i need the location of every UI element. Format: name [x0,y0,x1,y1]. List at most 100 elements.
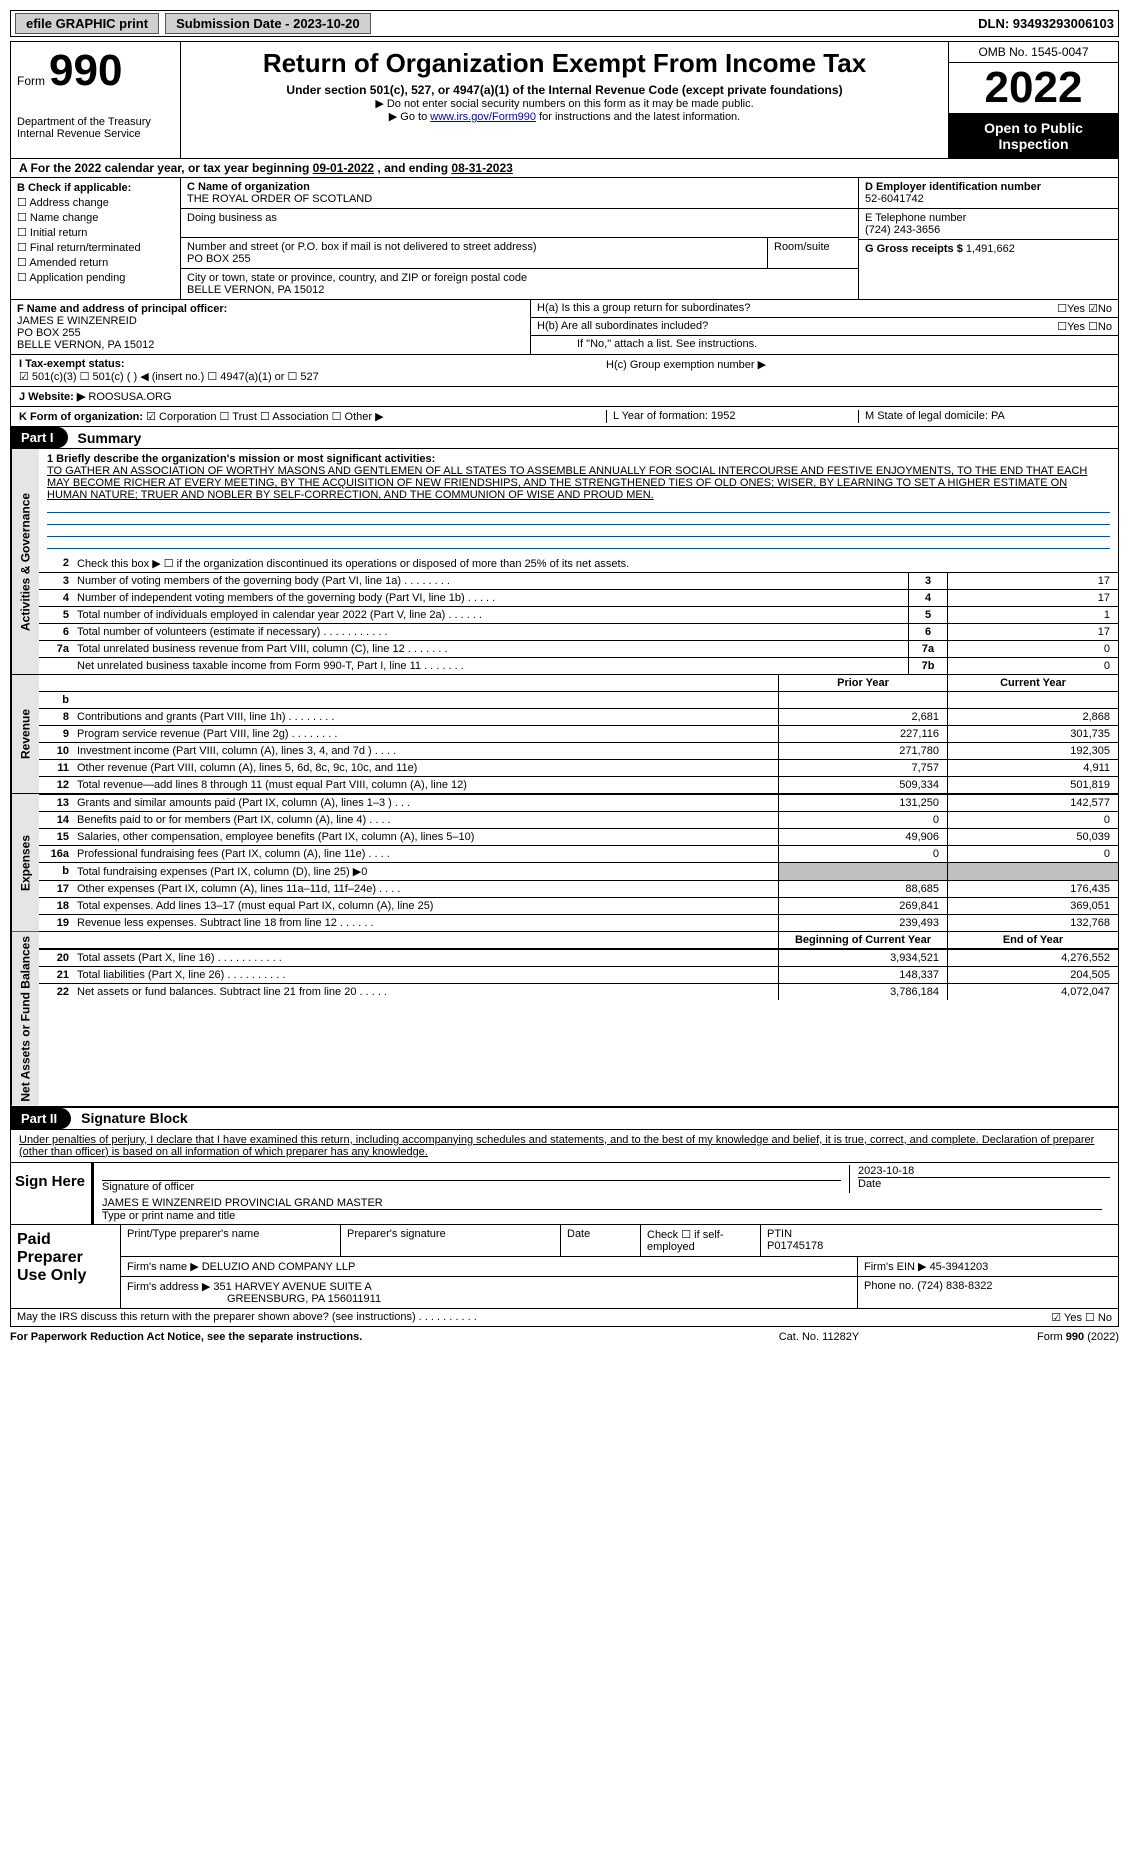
chk-final-return[interactable]: Final return/terminated [17,241,174,254]
data-row: b [39,692,1118,708]
form-subtitle: Under section 501(c), 527, or 4947(a)(1)… [189,83,940,97]
data-row: 13Grants and similar amounts paid (Part … [39,794,1118,811]
form-header: Form 990 Department of the Treasury Inte… [11,42,1118,159]
phone-label: E Telephone number [865,212,1112,224]
form-number: 990 [49,46,122,96]
officer-name: JAMES E WINZENREID PROVINCIAL GRAND MAST… [102,1197,1102,1209]
org-form-opts[interactable]: ☑ Corporation ☐ Trust ☐ Association ☐ Ot… [143,411,384,423]
form-990-container: Form 990 Department of the Treasury Inte… [10,41,1119,1327]
gov-row: 2Check this box ▶ ☐ if the organization … [39,555,1118,572]
group-return-block: H(a) Is this a group return for subordin… [531,300,1118,354]
sig-officer-label: Signature of officer [102,1181,841,1193]
vtab-expenses: Expenses [11,794,39,931]
chk-initial-return[interactable]: Initial return [17,226,174,239]
data-row: 17Other expenses (Part IX, column (A), l… [39,880,1118,897]
chk-address-change[interactable]: Address change [17,196,174,209]
vtab-net-assets: Net Assets or Fund Balances [11,932,39,1106]
form-title: Return of Organization Exempt From Incom… [189,48,940,79]
data-row: 22Net assets or fund balances. Subtract … [39,983,1118,1000]
gov-row: 4Number of independent voting members of… [39,589,1118,606]
data-row: 18Total expenses. Add lines 13–17 (must … [39,897,1118,914]
prep-h-self[interactable]: Check ☐ if self-employed [641,1225,761,1256]
chk-amended-return[interactable]: Amended return [17,256,174,269]
prep-h-date: Date [561,1225,641,1256]
ha-yn[interactable]: ☐Yes ☑No [962,302,1112,315]
irs-link[interactable]: www.irs.gov/Form990 [430,111,536,123]
ein-label: D Employer identification number [865,181,1112,193]
column-b-checkboxes: B Check if applicable: Address change Na… [11,178,181,299]
topbar: efile GRAPHIC print Submission Date - 20… [10,10,1119,37]
current-year-head: Current Year [948,675,1118,691]
header-right: OMB No. 1545-0047 2022 Open to Public In… [948,42,1118,158]
website-value[interactable]: ROOSUSA.ORG [88,391,171,403]
org-name: THE ROYAL ORDER OF SCOTLAND [187,193,852,205]
street-value: PO BOX 255 [187,253,761,265]
principal-officer: F Name and address of principal officer:… [11,300,531,354]
city-label: City or town, state or province, country… [187,272,852,284]
line-j: J Website: ▶ ROOSUSA.ORG [11,387,1118,406]
hb-yn[interactable]: ☐Yes ☐No [962,320,1112,333]
gov-row: 3Number of voting members of the governi… [39,572,1118,589]
sig-date-label: Date [858,1178,1110,1190]
prep-h-name: Print/Type preparer's name [121,1225,341,1256]
data-row: 20Total assets (Part X, line 16) . . . .… [39,949,1118,966]
data-row: 14Benefits paid to or for members (Part … [39,811,1118,828]
part-i-header: Part I Summary [11,426,1118,449]
firm-address: Firm's address ▶ 351 HARVEY AVENUE SUITE… [121,1277,858,1308]
sig-date: 2023-10-18 [858,1165,1110,1177]
ein-value: 52-6041742 [865,193,1112,205]
dba-label: Doing business as [187,212,852,224]
form-label: Form [17,74,45,88]
gov-row: Net unrelated business taxable income fr… [39,657,1118,674]
phone-value: (724) 243-3656 [865,224,1112,236]
data-row: 15Salaries, other compensation, employee… [39,828,1118,845]
gov-row: 7aTotal unrelated business revenue from … [39,640,1118,657]
page-footer: For Paperwork Reduction Act Notice, see … [10,1327,1119,1343]
gross-label: G Gross receipts $ [865,243,966,255]
city-value: BELLE VERNON, PA 15012 [187,284,852,296]
sign-here-label: Sign Here [11,1163,91,1224]
tax-exempt-opts[interactable]: ☑ 501(c)(3) ☐ 501(c) ( ) ◀ (insert no.) … [19,371,319,383]
data-row: 10Investment income (Part VIII, column (… [39,742,1118,759]
firm-ein: Firm's EIN ▶ 45-3941203 [858,1257,1118,1276]
tax-year: 2022 [949,63,1118,114]
submission-date: Submission Date - 2023-10-20 [165,13,371,34]
firm-phone: Phone no. (724) 838-8322 [858,1277,1118,1308]
mission-block: 1 Briefly describe the organization's mi… [39,449,1118,501]
data-row: 12Total revenue—add lines 8 through 11 (… [39,776,1118,793]
line-i: I Tax-exempt status: ☑ 501(c)(3) ☐ 501(c… [11,355,598,386]
data-row: bTotal fundraising expenses (Part IX, co… [39,862,1118,880]
officer-name-label: Type or print name and title [102,1210,1102,1222]
gross-value: 1,491,662 [966,243,1015,255]
data-row: 21Total liabilities (Part X, line 26) . … [39,966,1118,983]
line-l: L Year of formation: 1952 [606,410,858,423]
may-irs-yn[interactable]: ☑ Yes ☐ No [1051,1311,1112,1324]
prep-h-sig: Preparer's signature [341,1225,561,1256]
dln-label: DLN: 93493293006103 [978,16,1114,31]
org-name-label: C Name of organization [187,181,852,193]
firm-name: Firm's name ▶ DELUZIO AND COMPANY LLP [121,1257,858,1276]
data-row: 9Program service revenue (Part VIII, lin… [39,725,1118,742]
chk-application-pending[interactable]: Application pending [17,271,174,284]
begin-year-head: Beginning of Current Year [778,932,948,948]
end-year-head: End of Year [948,932,1118,948]
data-row: 8Contributions and grants (Part VIII, li… [39,708,1118,725]
part-ii-header: Part II Signature Block [11,1107,1118,1130]
col-b-head: B Check if applicable: [17,182,174,194]
prep-ptin: PTIN P01745178 [761,1225,1118,1256]
header-left: Form 990 Department of the Treasury Inte… [11,42,181,158]
omb-number: OMB No. 1545-0047 [949,42,1118,63]
chk-name-change[interactable]: Name change [17,211,174,224]
may-irs-text: May the IRS discuss this return with the… [17,1311,1051,1324]
data-row: 16aProfessional fundraising fees (Part I… [39,845,1118,862]
penalties-text: Under penalties of perjury, I declare th… [11,1130,1118,1162]
line-k: K Form of organization: ☑ Corporation ☐ … [11,407,598,426]
data-row: 19Revenue less expenses. Subtract line 1… [39,914,1118,931]
line-a: A For the 2022 calendar year, or tax yea… [11,159,1118,177]
efile-button[interactable]: efile GRAPHIC print [15,13,159,34]
line-m: M State of legal domicile: PA [858,410,1110,423]
column-c: C Name of organization THE ROYAL ORDER O… [181,178,858,299]
street-label: Number and street (or P.O. box if mail i… [187,241,761,253]
goto-note: Go to www.irs.gov/Form990 for instructio… [189,110,940,123]
prior-year-head: Prior Year [778,675,948,691]
